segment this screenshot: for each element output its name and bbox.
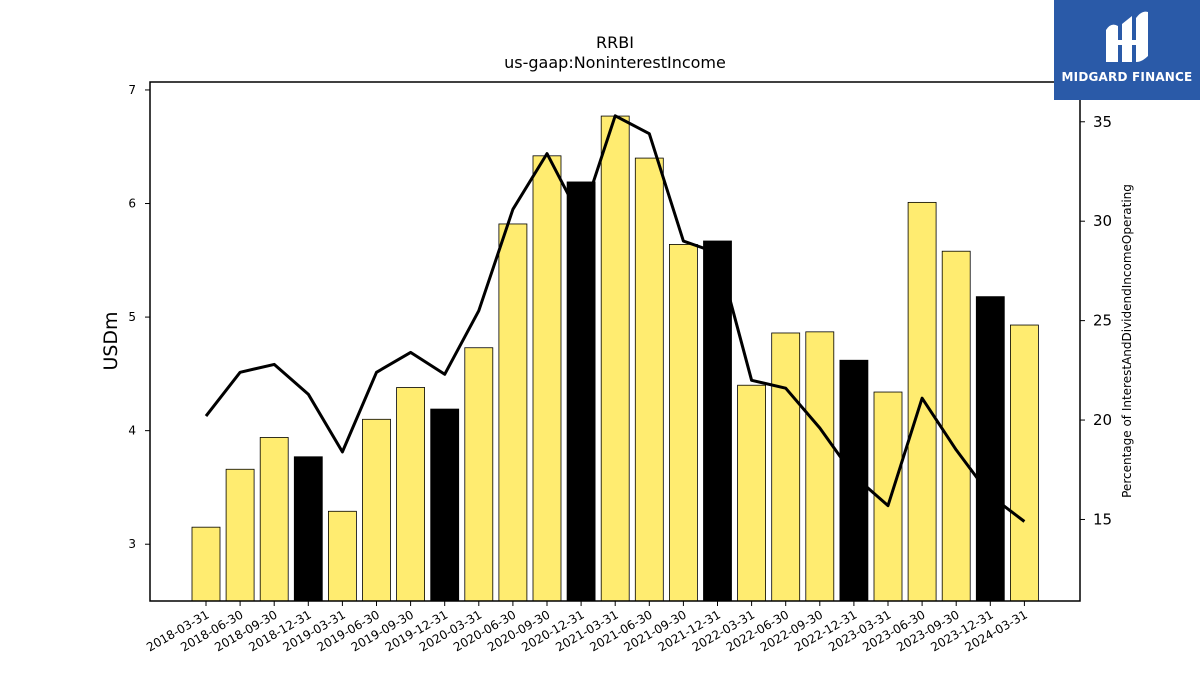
y2-tick-label: 25 xyxy=(1093,312,1112,330)
bar-2022-03-31 xyxy=(737,384,766,602)
bar-2018-12-31 xyxy=(293,456,323,602)
bar-2022-06-30 xyxy=(771,332,801,602)
y2-tick-label: 20 xyxy=(1093,411,1112,429)
ratio-line xyxy=(204,114,1026,523)
bar-2023-09-30 xyxy=(941,250,971,602)
bar-2018-03-31 xyxy=(191,526,221,602)
y2-axis-label: Percentage of InterestAndDividendIncomeO… xyxy=(1120,184,1134,498)
y-tick-label: 5 xyxy=(128,310,136,324)
y-tick-label: 3 xyxy=(128,537,136,551)
bar-2021-06-30 xyxy=(634,157,664,602)
bar-2018-06-30 xyxy=(225,468,255,602)
bar-2020-09-30 xyxy=(532,155,562,602)
chart-subtitle: us-gaap:NoninterestIncome xyxy=(504,53,726,72)
bar-2024-03-31 xyxy=(1010,324,1039,602)
brand-logo-mark-icon xyxy=(1106,11,1148,63)
y2-tick-label: 35 xyxy=(1093,113,1112,131)
bar-2022-09-30 xyxy=(805,331,835,602)
bar-2019-06-30 xyxy=(362,418,391,602)
y2-tick-label: 30 xyxy=(1093,212,1112,230)
bar-2021-09-30 xyxy=(669,244,698,602)
y-axis-label: USDm xyxy=(100,311,122,370)
bar-2019-09-30 xyxy=(396,387,426,602)
y2-tick-label: 15 xyxy=(1093,510,1112,528)
bar-2022-12-31 xyxy=(839,359,869,602)
brand-logo: MIDGARD FINANCE xyxy=(1054,0,1200,100)
bar-2018-09-30 xyxy=(259,437,289,602)
brand-name: MIDGARD FINANCE xyxy=(1061,70,1193,84)
chart-title: RRBI xyxy=(596,33,634,52)
bar-2019-03-31 xyxy=(327,510,357,602)
bar-2020-12-31 xyxy=(566,181,596,602)
bar-2021-12-31 xyxy=(703,240,732,602)
y-tick-label: 6 xyxy=(128,197,136,211)
bar-2023-12-31 xyxy=(975,296,1005,602)
bar-2019-12-31 xyxy=(430,408,460,602)
bar-2020-06-30 xyxy=(498,223,528,602)
y-tick-label: 7 xyxy=(128,83,136,97)
bars-layer xyxy=(191,115,1039,602)
line-layer xyxy=(204,114,1026,523)
bar-2021-03-31 xyxy=(600,115,630,602)
y-tick-label: 4 xyxy=(128,424,136,438)
bar-2020-03-31 xyxy=(464,347,494,602)
